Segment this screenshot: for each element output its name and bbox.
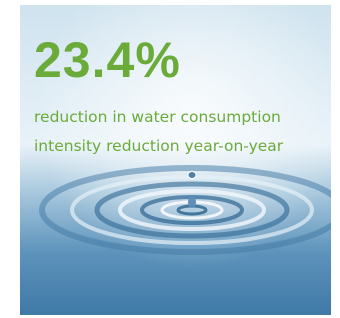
stat-tile: 23.4% reduction in water consumption int… [20,5,331,315]
stat-value: 23.4% [34,31,181,89]
page: 23.4% reduction in water consumption int… [0,0,340,318]
stat-description: reduction in water consumption [34,108,281,126]
stat-description: intensity reduction year-on-year [34,137,283,155]
